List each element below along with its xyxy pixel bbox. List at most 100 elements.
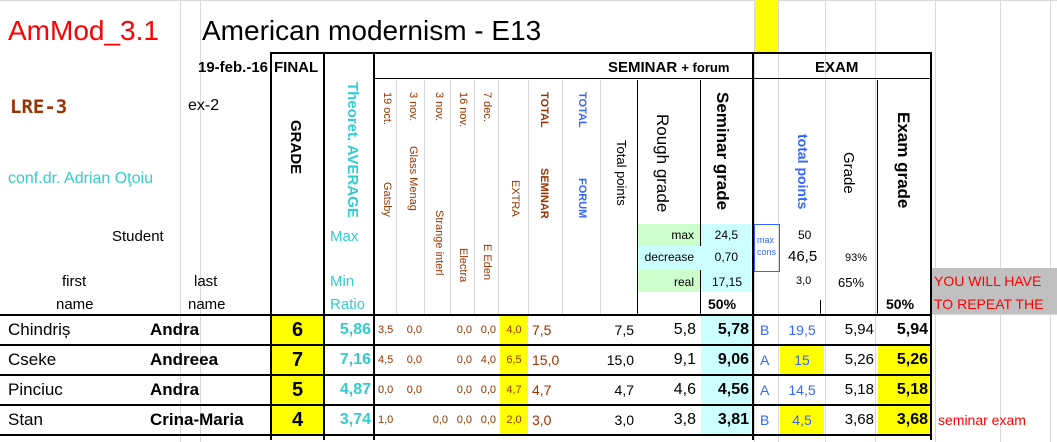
exam-mid: 46,5 <box>788 248 818 265</box>
exam-grade-small-header: Grade <box>840 152 857 194</box>
cell-grade[interactable]: 6 <box>272 316 323 344</box>
cell-exl[interactable]: B <box>760 322 770 338</box>
cell-s5[interactable]: 4,0 <box>480 354 496 366</box>
cell-rough[interactable]: 3,8 <box>673 411 696 428</box>
last-name-label-2: name <box>188 296 226 313</box>
max-param-label: max <box>671 228 694 242</box>
cell-exl[interactable]: A <box>760 352 770 368</box>
cell-tpoints[interactable]: 7,5 <box>614 322 634 338</box>
total-forum-b: FORUM <box>576 178 588 219</box>
cell-semgrade[interactable]: 3,81 <box>701 406 751 434</box>
cell-note[interactable] <box>936 346 1056 374</box>
cell-note[interactable] <box>936 376 1056 404</box>
exam-header: EXAM <box>815 59 859 76</box>
pct-65: 65% <box>838 275 865 290</box>
cell-s2[interactable]: 0,0 <box>406 384 422 396</box>
s3-date: 3 nov. <box>433 92 445 122</box>
cell-s5[interactable]: 0,0 <box>480 324 496 336</box>
cell-note[interactable]: seminar exam <box>938 412 1026 428</box>
first-name-label: first <box>62 273 87 290</box>
cell-avg[interactable]: 5,86 <box>339 321 371 338</box>
exercise-label: ex-2 <box>188 97 220 114</box>
total-points-header: Total points <box>614 140 629 206</box>
cell-s4[interactable]: 0,0 <box>456 354 472 366</box>
cell-extra[interactable]: 6,5 <box>500 346 528 374</box>
total-seminar-a: TOTAL <box>538 92 550 128</box>
cell-avg[interactable]: 3,74 <box>339 411 371 428</box>
min-label: Min <box>330 273 355 290</box>
cell-exl[interactable]: B <box>760 412 770 428</box>
final-label: FINAL <box>274 59 319 76</box>
exam-grade-header: Exam grade <box>894 112 913 209</box>
cell-tpoints[interactable]: 4,7 <box>614 382 634 398</box>
cell-s4[interactable]: 0,0 <box>456 384 472 396</box>
cell-exgr[interactable]: 5,18 <box>844 381 874 398</box>
cell-expts[interactable]: 4,5 <box>780 406 824 434</box>
cell-tpoints[interactable]: 15,0 <box>606 352 634 368</box>
cell-exgr[interactable]: 5,26 <box>844 351 874 368</box>
cell-s3[interactable] <box>426 376 450 404</box>
cell-first[interactable]: Chindriș <box>8 320 71 339</box>
cell-s2[interactable]: 0,0 <box>406 324 422 336</box>
cell-grade[interactable]: 5 <box>272 376 323 404</box>
cell-avg[interactable]: 7,16 <box>339 351 371 368</box>
cell-exam[interactable]: 5,94 <box>896 321 928 338</box>
cell-last[interactable]: Andra <box>150 320 200 339</box>
cell-extra[interactable]: 2,0 <box>500 406 528 434</box>
cell-tsem[interactable]: 7,5 <box>532 322 552 338</box>
cell-expts[interactable]: 15 <box>780 346 824 374</box>
cell-s3[interactable] <box>426 346 450 374</box>
cell-grade[interactable]: 4 <box>272 406 323 434</box>
cell-expts[interactable]: 14,5 <box>788 382 816 398</box>
cell-exam[interactable]: 5,26 <box>878 346 930 374</box>
cell-note[interactable] <box>936 316 1056 344</box>
real-label: real <box>673 275 694 289</box>
cell-extra[interactable]: 4,7 <box>500 376 528 404</box>
cell-tpoints[interactable]: 3,0 <box>614 412 634 428</box>
cell-s4[interactable]: 0,0 <box>456 414 472 426</box>
cell-s2[interactable]: 0,0 <box>406 354 422 366</box>
cell-exam[interactable]: 5,18 <box>878 376 930 404</box>
cell-s1[interactable]: 1,0 <box>378 414 394 426</box>
cell-s5[interactable]: 0,0 <box>480 384 496 396</box>
s1-name: Gatsby <box>381 182 393 217</box>
cell-exl[interactable]: A <box>760 382 770 398</box>
cell-first[interactable]: Stan <box>8 410 43 429</box>
cell-tsem[interactable]: 15,0 <box>532 352 560 368</box>
cell-rough[interactable]: 4,6 <box>673 381 696 398</box>
cell-s1[interactable]: 0,0 <box>378 384 394 396</box>
cell-first[interactable]: Pinciuc <box>8 380 63 399</box>
cell-semgrade[interactable]: 4,56 <box>701 376 751 404</box>
cell-last[interactable]: Andreea <box>150 350 219 369</box>
cell-semgrade[interactable]: 9,06 <box>701 346 751 374</box>
cell-s3[interactable]: 0,0 <box>432 414 448 426</box>
cell-s4[interactable]: 0,0 <box>456 324 472 336</box>
cell-extra[interactable]: 4,0 <box>500 316 528 344</box>
s2-name: Glass Menag <box>407 146 419 211</box>
cell-exam[interactable]: 3,68 <box>878 406 930 434</box>
cell-s1[interactable]: 4,5 <box>378 354 394 366</box>
cell-exgr[interactable]: 5,94 <box>844 321 874 338</box>
cell-last[interactable]: Andra <box>150 380 200 399</box>
cell-s3[interactable] <box>426 316 450 344</box>
cell-s5[interactable]: 0,0 <box>480 414 496 426</box>
cell-tsem[interactable]: 3,0 <box>532 412 552 428</box>
cell-tsem[interactable]: 4,7 <box>532 382 552 398</box>
cell-avg[interactable]: 4,87 <box>339 381 371 398</box>
seminar-header: SEMINAR + forum <box>608 59 730 76</box>
cell-expts[interactable]: 19,5 <box>788 322 816 338</box>
total-forum-a: TOTAL <box>576 92 588 128</box>
cell-first[interactable]: Cseke <box>8 350 57 369</box>
cell-semgrade[interactable]: 5,78 <box>701 316 751 344</box>
cell-rough[interactable]: 5,8 <box>673 321 696 338</box>
first-name-label-2: name <box>56 296 94 313</box>
sheet-title: American modernism - E13 <box>202 15 542 46</box>
cell-exgr[interactable]: 3,68 <box>844 411 874 428</box>
cell-s2[interactable] <box>398 406 424 434</box>
cell-s1[interactable]: 3,5 <box>378 324 394 336</box>
cell-last[interactable]: Crina-Maria <box>150 410 244 429</box>
cell-rough[interactable]: 9,1 <box>673 351 696 368</box>
cell-grade[interactable]: 7 <box>272 346 323 374</box>
s4-date: 16 nov. <box>457 92 469 128</box>
